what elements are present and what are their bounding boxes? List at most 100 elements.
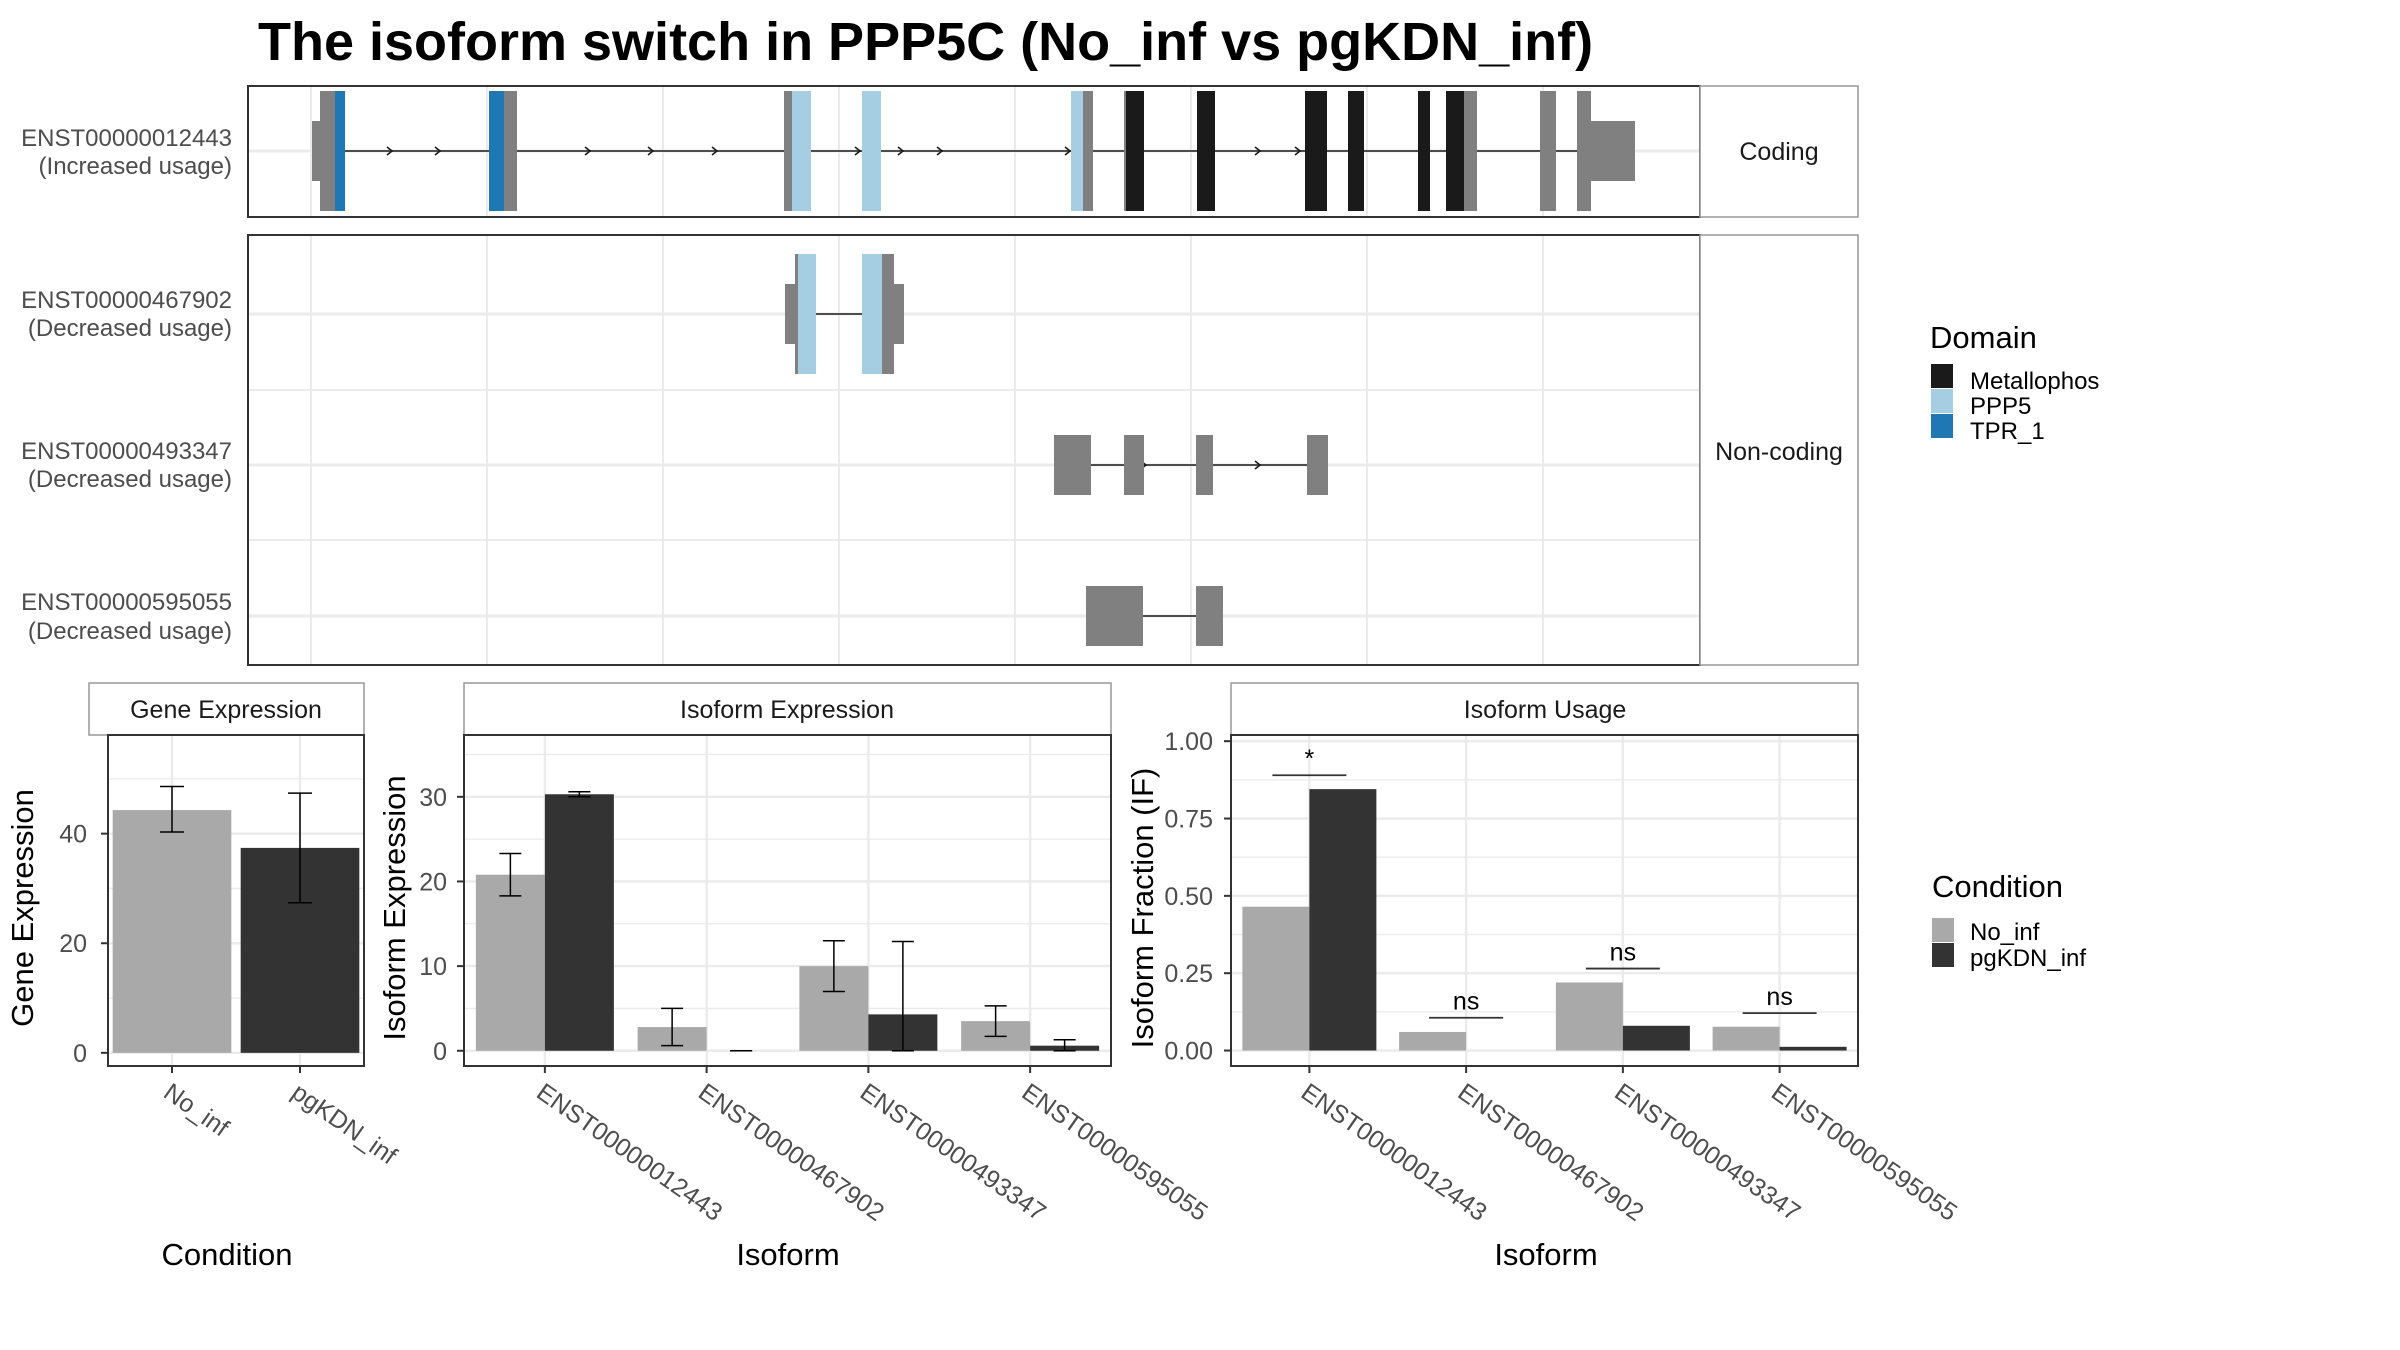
strand-arrow-icon — [584, 146, 592, 156]
strand-arrow-icon — [647, 146, 655, 156]
bar-No_inf-ENST00000012443 — [1242, 906, 1310, 1051]
y-tick-label: 1.00 — [1164, 728, 1213, 756]
chart-title: Isoform Expression — [680, 696, 894, 724]
exon-utr — [785, 284, 795, 344]
x-axis-title: Isoform — [736, 1237, 839, 1272]
y-tick-label: 20 — [419, 868, 447, 896]
y-tick-label: 0.00 — [1164, 1038, 1213, 1066]
transcript-id-label: ENST00000595055 — [21, 589, 232, 616]
significance-label: * — [1305, 745, 1315, 773]
exon-utr — [795, 254, 798, 374]
exon-utr — [1540, 91, 1556, 211]
legend-key-tpr-1 — [1931, 414, 1953, 438]
exon-domain-metallophos — [1418, 91, 1430, 211]
transcript-ENST00000493347 — [1054, 435, 1328, 495]
strand-arrow-icon — [1064, 146, 1072, 156]
bar-No_inf-ENST00000595055 — [1712, 1026, 1780, 1051]
exon-noncoding — [1196, 435, 1213, 495]
strand-arrow-icon — [434, 146, 442, 156]
bar-pgKDN_inf-ENST00000012443 — [544, 794, 614, 1051]
domain-legend: Domain Metallophos PPP5 TPR_1 — [1930, 320, 2099, 445]
chart-title: Gene Expression — [130, 696, 322, 724]
exon-noncoding — [1124, 435, 1144, 495]
x-axis-title: Isoform — [1494, 1237, 1597, 1272]
bar-pgKDN_inf-ENST00000493347 — [1622, 1025, 1690, 1051]
y-tick-label: 20 — [59, 930, 87, 958]
strand-arrow-icon — [936, 146, 944, 156]
transcript-ENST00000595055 — [1086, 586, 1223, 646]
bar-No_inf — [112, 810, 232, 1053]
exon-domain-metallophos — [1126, 91, 1144, 211]
exon-utr — [1464, 91, 1477, 211]
exon-noncoding — [1086, 586, 1143, 646]
transcript-usage-label: (Increased usage) — [39, 153, 232, 180]
panel-border — [1230, 734, 1859, 1067]
strand-arrow-icon — [1254, 460, 1262, 470]
y-tick-label: 40 — [59, 821, 87, 849]
significance-label: ns — [1610, 939, 1636, 967]
exon-utr — [893, 284, 904, 344]
legend-label-pgkdn-inf: pgKDN_inf — [1970, 945, 2086, 972]
legend-key-pgkdn-inf — [1932, 943, 1954, 967]
exon-utr — [882, 254, 894, 374]
transcript-id-label: ENST00000012443 — [21, 125, 232, 152]
exon-utr — [1083, 91, 1093, 211]
exon-domain-metallophos — [1348, 91, 1364, 211]
exon-domain-metallophos — [1197, 91, 1215, 211]
y-tick-label: 0 — [73, 1040, 87, 1068]
bar-pgKDN_inf-ENST00000595055 — [1779, 1046, 1847, 1051]
exon-domain-tpr-1 — [489, 91, 505, 211]
strip-isoform-expression — [463, 682, 1112, 736]
strand-arrow-icon — [1254, 146, 1262, 156]
exon-domain-ppp5 — [862, 91, 881, 211]
transcript-id-label: ENST00000493347 — [21, 438, 232, 465]
figure-title: The isoform switch in PPP5C (No_inf vs p… — [258, 12, 1593, 72]
legend-key-ppp5 — [1931, 389, 1953, 413]
strip-gene-expression — [88, 682, 365, 736]
exon-utr-3prime — [1591, 121, 1635, 181]
y-tick-label: 0.50 — [1164, 883, 1213, 911]
condition-legend-title: Condition — [1932, 869, 2063, 904]
transcript-usage-label: (Decreased usage) — [28, 315, 232, 342]
bar-No_inf-ENST00000012443 — [475, 874, 545, 1051]
legend-label-no-inf: No_inf — [1970, 919, 2040, 946]
exon-utr — [504, 91, 517, 211]
exon-domain-tpr-1 — [335, 91, 345, 211]
strand-arrow-icon — [897, 146, 905, 156]
y-axis-title: Gene Expression — [5, 789, 40, 1027]
exon-utr — [1124, 91, 1126, 211]
strand-arrow-icon — [1294, 146, 1302, 156]
bar-No_inf-ENST00000493347 — [1555, 982, 1623, 1051]
condition-legend: Condition No_inf pgKDN_inf — [1932, 869, 2086, 972]
y-tick-label: 0.25 — [1164, 960, 1213, 988]
legend-key-no-inf — [1932, 918, 1954, 942]
exon-noncoding — [1196, 586, 1223, 646]
strand-arrow-icon — [711, 146, 719, 156]
legend-label-ppp5: PPP5 — [1970, 393, 2031, 420]
strand-arrow-icon — [854, 146, 862, 156]
transcript-usage-label: (Decreased usage) — [28, 618, 232, 645]
x-axis-title: Condition — [162, 1237, 293, 1272]
exon-noncoding — [1054, 435, 1091, 495]
facet-label-coding: Coding — [1739, 138, 1818, 166]
y-axis-title: Isoform Fraction (IF) — [1125, 768, 1160, 1049]
facet-panel-noncoding — [247, 234, 1701, 666]
exon-utr — [320, 91, 336, 211]
y-tick-label: 30 — [419, 784, 447, 812]
transcript-labels: ENST00000012443 (Increased usage) ENST00… — [21, 125, 232, 645]
transcript-ENST00000467902 — [785, 254, 904, 374]
exon-domain-ppp5 — [798, 254, 816, 374]
y-axis-title: Isoform Expression — [377, 775, 412, 1040]
panel-border — [107, 734, 365, 1067]
structure-facet-noncoding: Non-coding — [247, 234, 1859, 666]
y-tick-label: 0.75 — [1164, 806, 1213, 834]
structure-grid-noncoding — [249, 236, 1699, 664]
legend-label-metallophos: Metallophos — [1970, 368, 2099, 395]
exon-domain-metallophos — [1446, 91, 1464, 211]
legend-key-metallophos — [1931, 364, 1953, 388]
strand-arrow-icon — [386, 146, 394, 156]
structure-facet-coding: Coding — [247, 85, 1859, 218]
utr-block — [312, 121, 322, 181]
